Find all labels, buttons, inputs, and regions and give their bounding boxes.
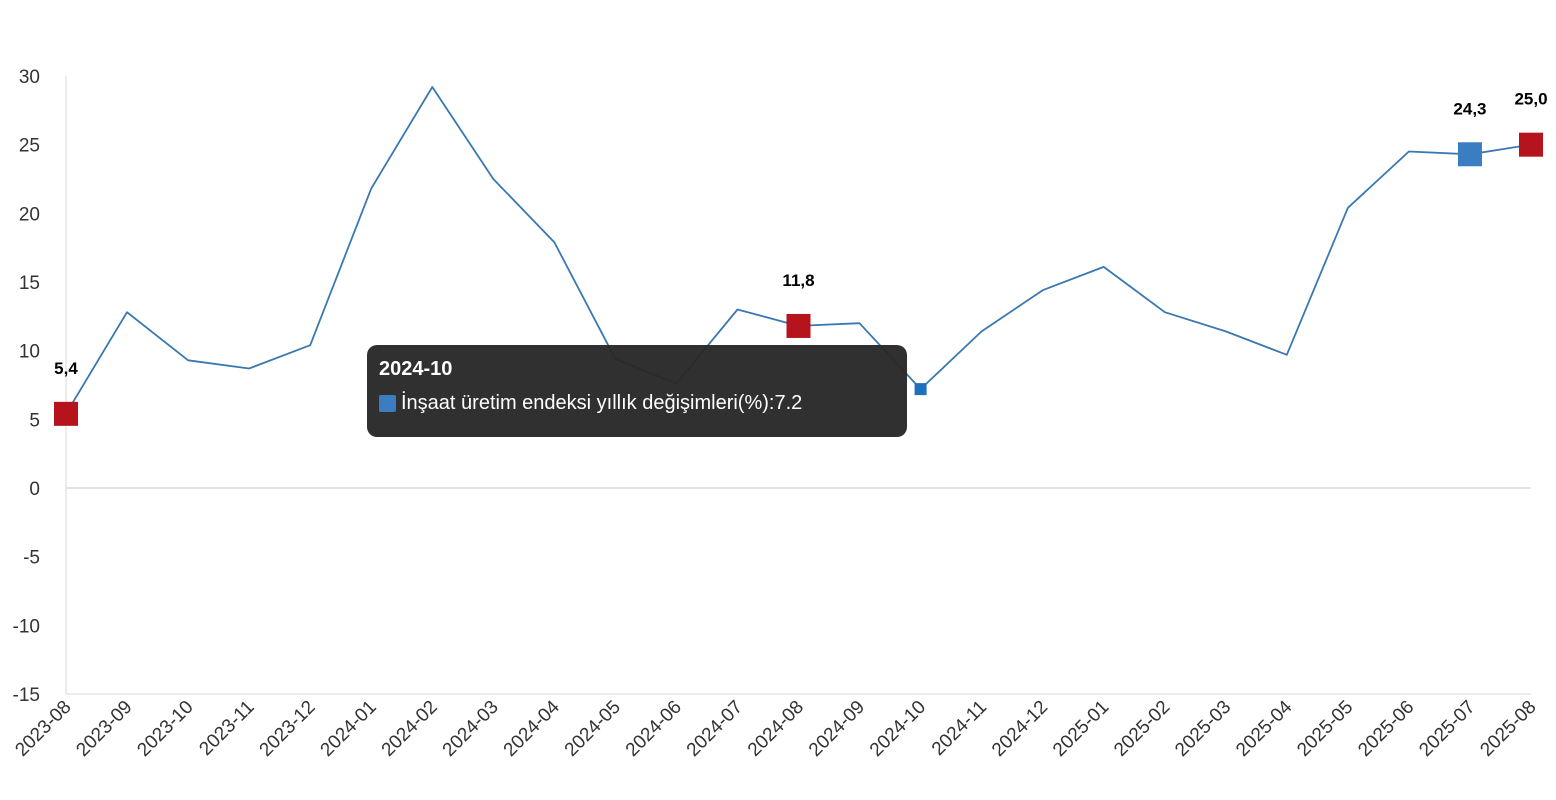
- x-tick-label: 2024-12: [988, 697, 1052, 761]
- x-tick-label: 2024-02: [378, 697, 442, 761]
- x-tick-label: 2023-08: [11, 697, 75, 761]
- x-tick-label: 2025-05: [1293, 697, 1357, 761]
- x-tick-label: 2024-01: [317, 697, 381, 761]
- tooltip-separator: :: [768, 392, 775, 414]
- highlight-marker[interactable]: [54, 401, 78, 426]
- y-tick-label: 10: [19, 342, 40, 363]
- x-tick-label: 2023-10: [133, 697, 197, 761]
- y-axis-ticks: 30 25 20 15 10 5 0 -5 -10 -15: [13, 67, 40, 706]
- x-tick-label: 2025-01: [1049, 697, 1113, 761]
- x-tick-label: 2025-06: [1354, 697, 1418, 761]
- data-label: 5,4: [54, 359, 78, 378]
- chart-axes: [65, 76, 1531, 695]
- highlight-marker[interactable]: [1519, 132, 1543, 157]
- y-tick-label: 0: [29, 479, 40, 500]
- y-tick-label: -10: [13, 616, 40, 637]
- y-tick-label: 5: [29, 410, 40, 431]
- tooltip-title: 2024-10: [379, 358, 453, 380]
- y-tick-label: 20: [19, 204, 40, 225]
- x-tick-label: 2024-10: [866, 697, 930, 761]
- x-tick-label: 2023-12: [256, 697, 320, 761]
- y-tick-label: 15: [19, 273, 40, 294]
- x-tick-label: 2024-11: [928, 697, 991, 760]
- data-label-layer: 5,4 11,8 24,3 25,0: [54, 90, 1547, 378]
- x-tick-label: 2025-03: [1171, 697, 1235, 761]
- y-tick-label: -5: [23, 548, 40, 569]
- highlight-marker[interactable]: [1457, 142, 1482, 167]
- x-tick-label: 2024-08: [744, 697, 808, 761]
- data-label: 11,8: [782, 271, 814, 290]
- x-tick-label: 2025-02: [1110, 697, 1174, 761]
- tooltip-row: İnşaat üretim endeksi yıllık değişimleri…: [379, 390, 895, 416]
- chart-tooltip: 2024-10 İnşaat üretim endeksi yıllık değ…: [367, 345, 907, 437]
- hover-marker[interactable]: [914, 383, 927, 396]
- data-label: 24,3: [1453, 99, 1486, 118]
- x-tick-label: 2024-05: [561, 697, 625, 761]
- y-tick-label: 30: [19, 67, 40, 88]
- x-tick-label: 2025-07: [1415, 697, 1479, 761]
- x-tick-label: 2024-03: [439, 697, 503, 761]
- x-tick-label: 2024-09: [805, 697, 869, 761]
- x-axis-ticks: 2023-082023-092023-102023-112023-122024-…: [11, 696, 1540, 760]
- tooltip-series-label: İnşaat üretim endeksi yıllık değişimleri…: [401, 392, 769, 414]
- x-tick-label: 2025-04: [1232, 696, 1296, 760]
- y-tick-label: -15: [13, 685, 40, 706]
- y-tick-label: 25: [19, 136, 40, 157]
- x-tick-label: 2023-09: [72, 697, 136, 761]
- x-tick-label: 2024-07: [683, 697, 747, 761]
- x-tick-label: 2024-06: [622, 697, 686, 761]
- tooltip-series-swatch: [379, 394, 396, 412]
- x-tick-label: 2024-04: [500, 696, 564, 760]
- highlight-marker[interactable]: [786, 313, 811, 338]
- tooltip-value: 7.2: [774, 392, 803, 414]
- x-tick-label: 2025-08: [1476, 697, 1540, 761]
- data-label: 25,0: [1514, 90, 1547, 109]
- x-tick-label: 2023-11: [195, 697, 258, 760]
- marker-layer[interactable]: [54, 132, 1543, 426]
